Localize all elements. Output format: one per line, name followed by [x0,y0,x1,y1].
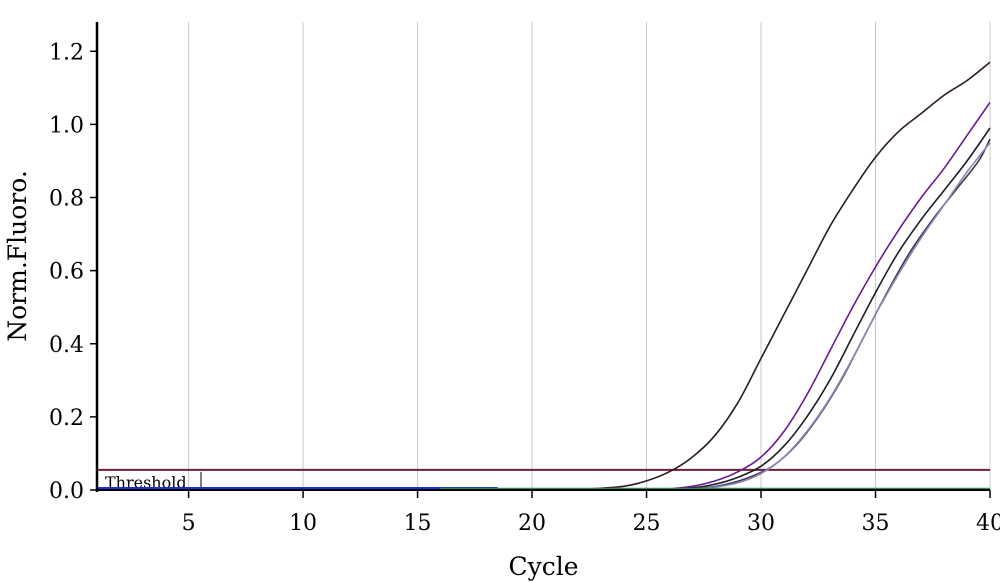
x-tick-label: 40 [976,511,1000,536]
series-line-2 [669,101,991,490]
y-tick-label: 0.0 [49,479,84,504]
y-tick-label: 0.8 [49,187,84,212]
y-tick-label: 0.6 [49,260,84,285]
x-tick-label: 30 [747,511,775,536]
y-tick-label: 1.0 [49,113,84,138]
x-tick-label: 10 [289,511,317,536]
y-tick-label: 1.2 [49,40,84,65]
x-axis-title: Cycle [508,552,578,581]
x-tick-label: 35 [862,511,890,536]
x-tick-label: 5 [182,511,196,536]
series-line-5 [692,142,991,491]
x-ticks: 5 10 15 20 25 30 35 40 [182,490,1000,536]
x-tick-label: 20 [518,511,546,536]
series-lines [97,61,991,491]
series-line-3 [669,127,991,491]
y-axis-title: Norm.Fluoro. [3,170,32,342]
axes [95,22,990,492]
x-tick-label: 25 [633,511,661,536]
x-tick-label: 15 [404,511,432,536]
y-ticks: 0.0 0.2 0.4 0.6 0.8 1.0 1.2 [49,40,97,504]
grid [188,22,991,490]
y-tick-label: 0.2 [49,406,84,431]
series-line-1 [589,61,991,490]
y-tick-label: 0.4 [49,333,84,358]
